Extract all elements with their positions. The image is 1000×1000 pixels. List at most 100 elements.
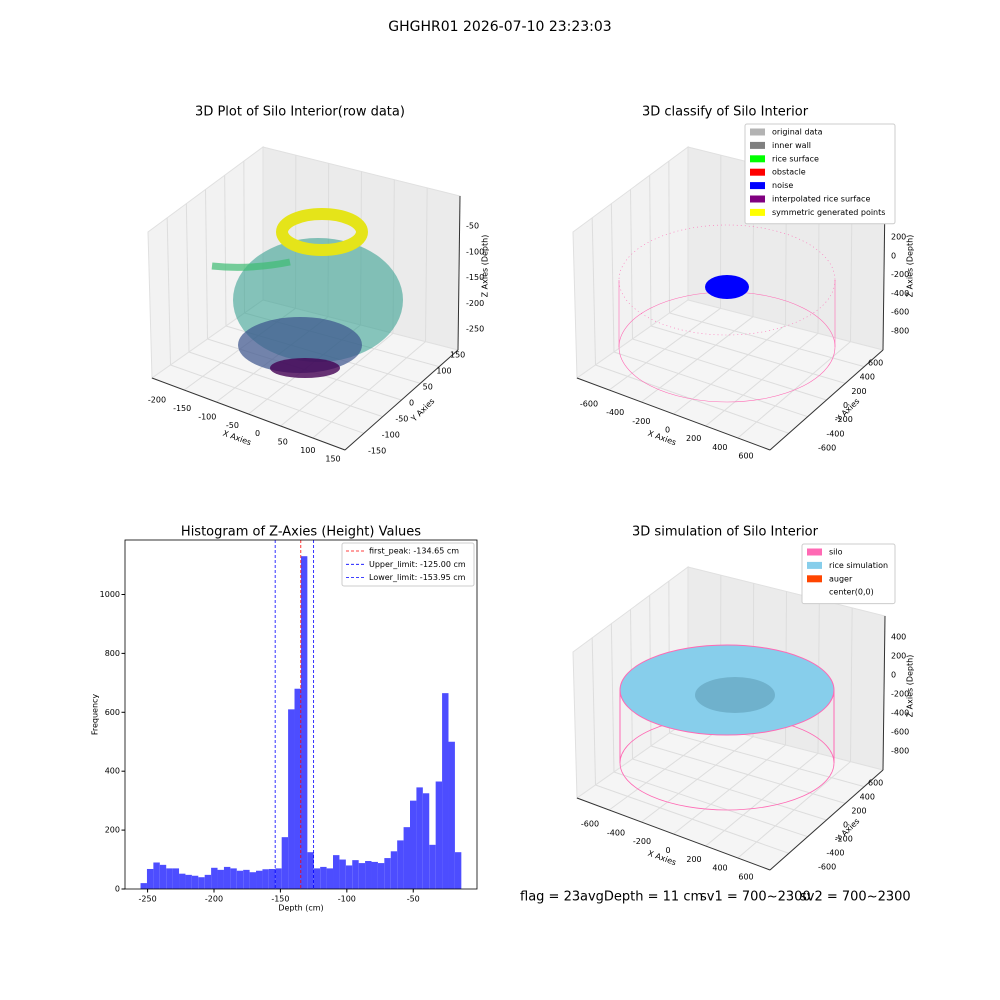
bar [185,874,192,889]
bar [146,868,154,889]
y-axis-label: Frequency [91,694,100,736]
bar [422,793,430,889]
bar [416,787,423,889]
x-tick-label: -200 [633,837,651,846]
x-tick-label: -200 [632,417,650,426]
x-tick-label: -100 [198,412,216,421]
subplot-title: Histogram of Z-Axies (Height) Values [181,525,421,540]
bar [365,861,372,889]
noise-blob [705,275,749,299]
bar [410,800,417,889]
axis-line [769,349,884,451]
y-tick-label: 600 [105,708,120,717]
legend-swatch [750,208,765,216]
y-tick-label: 1000 [100,590,120,599]
bar [300,556,308,889]
x-tick-label: 50 [278,438,288,447]
bar [435,781,443,889]
legend-label: silo [829,548,843,557]
pane-grid [737,761,851,859]
legend-swatch [807,548,822,556]
pane-grid [610,623,615,773]
torus [276,208,368,256]
legend-label: rice surface [772,154,819,163]
z-tick-label: 200 [891,233,906,242]
bar [223,866,231,889]
x-tick-label: 0 [665,426,670,435]
bar [333,855,340,889]
pane-grid [185,203,190,353]
y-tick-label: -100 [382,431,400,440]
z-axis-label: Z Axies (Depth) [906,235,915,298]
z-tick-label: -100 [466,247,484,256]
legend-box [341,542,475,587]
z-tick-label: 0 [891,251,896,260]
y-tick-label: -200 [835,835,853,844]
x-tick-label: 600 [738,873,753,882]
legend-swatch [807,575,822,583]
y-tick-label: -200 [835,415,853,424]
x-tick-label: -600 [581,820,599,829]
bar [230,868,237,889]
bar [377,863,385,889]
bar [358,863,366,889]
bar [198,877,205,889]
legend-box [744,123,896,225]
axes-frame [124,539,478,890]
x-tick-label: 400 [712,443,727,452]
x-tick-label: -50 [407,895,420,904]
legend-label: first_peak: -134.65 cm [369,547,459,556]
bar [403,827,411,889]
bar [256,870,263,889]
z-tick-label: -150 [466,273,484,282]
axis-line [882,615,886,771]
y-tick-label: 600 [868,779,883,788]
pane-grid [205,189,208,340]
bar [249,872,257,889]
bar [140,883,147,889]
legend-swatch [750,128,765,136]
x-axis-label: Depth (cm) [278,904,323,913]
y-tick-label: 0 [843,821,848,830]
arm [211,258,291,271]
x-tick-label: 100 [300,446,315,455]
z-tick-label: -200 [891,690,909,699]
bar [243,869,250,889]
z-tick-label: -400 [891,709,909,718]
z-tick-label: -800 [891,747,909,756]
legend-label: center(0,0) [829,588,874,597]
pane-grid [166,217,171,366]
bar [307,852,314,889]
y-tick-label: 0 [409,399,414,408]
figure-title: GHGHR01 2026-07-10 23:23:03 [388,19,611,35]
y-tick-label: 600 [868,359,883,368]
x-tick-label: -200 [205,895,223,904]
y-tick-label: 400 [860,793,875,802]
bar [448,741,455,889]
y-tick-label: 400 [105,767,120,776]
bar [179,873,186,889]
z-tick-label: -400 [891,289,909,298]
bar [153,862,160,889]
bar [159,864,167,889]
legend-swatch [750,195,765,203]
bar [384,858,391,889]
body [238,317,362,373]
legend-swatch [750,168,765,176]
bar [442,693,449,889]
bar [371,861,378,889]
z-tick-label: -600 [891,308,909,317]
bar [288,709,295,889]
y-tick-label: 800 [105,649,120,658]
legend-label: rice simulation [829,561,888,570]
pane-grid [630,189,633,340]
bar [172,868,180,889]
bar [345,865,353,889]
bar [397,840,404,889]
x-tick-label: -250 [139,895,157,904]
pane-grid [224,175,227,327]
z-tick-label: 200 [891,652,906,661]
legend-label: Lower_limit: -153.95 cm [369,573,466,582]
bar [454,852,462,889]
